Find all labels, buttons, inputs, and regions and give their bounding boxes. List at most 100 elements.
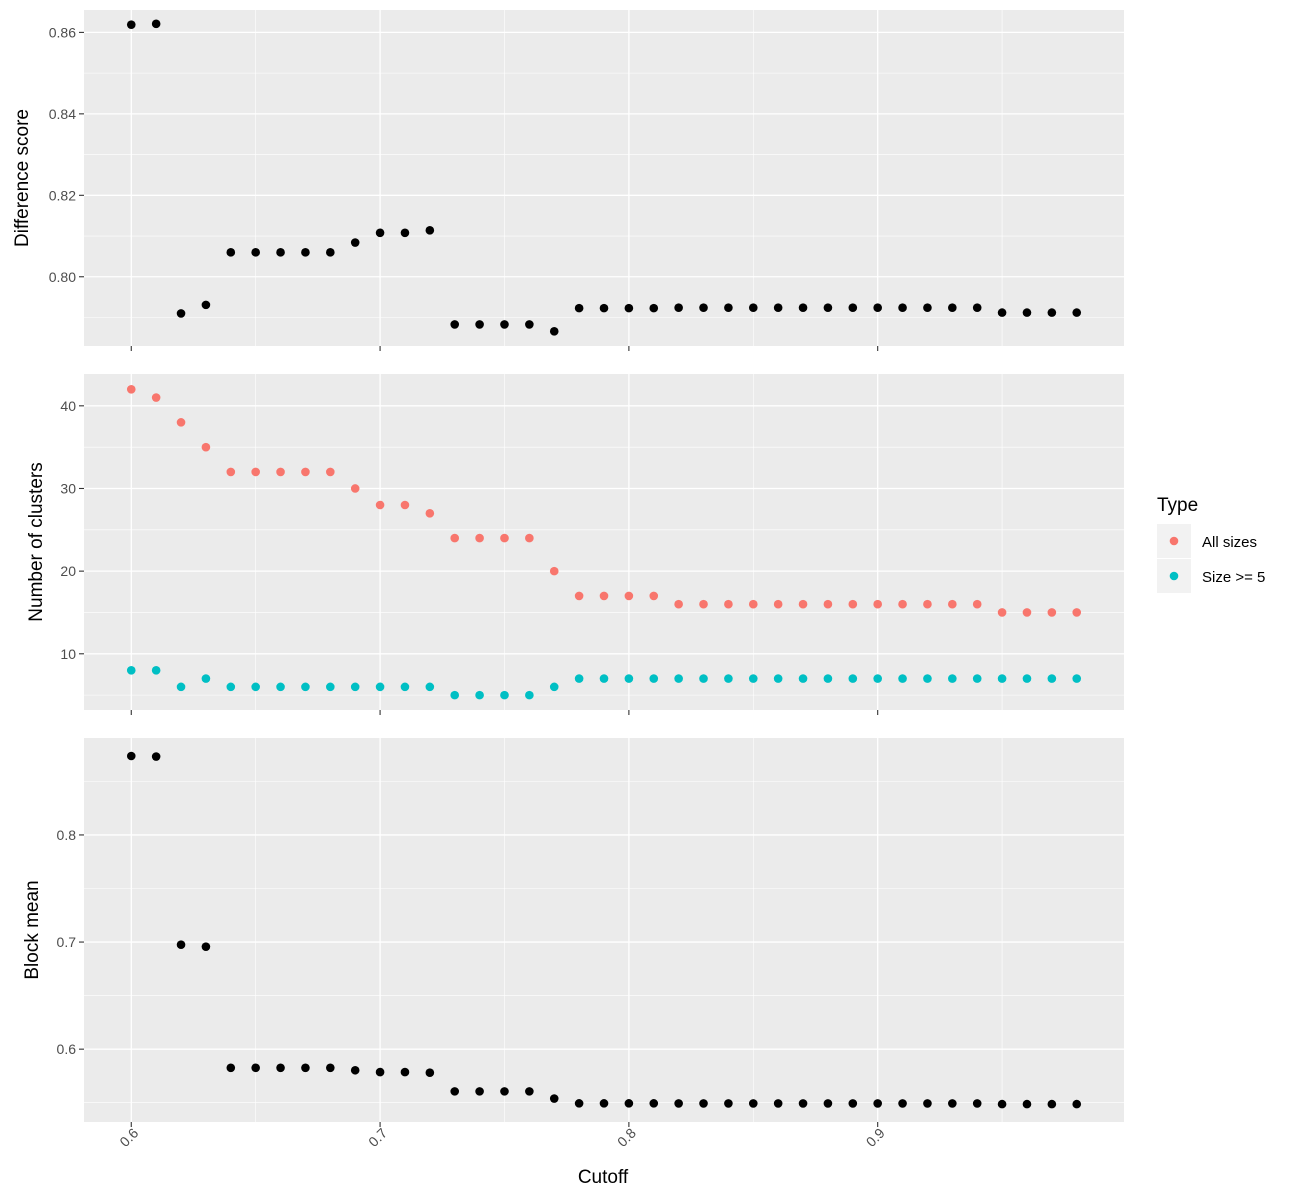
data-point [773, 599, 783, 609]
data-point [823, 1099, 833, 1108]
data-point [375, 228, 385, 238]
data-point [649, 674, 659, 683]
data-point [201, 442, 211, 452]
data-point [972, 674, 982, 683]
data-point [873, 1099, 882, 1108]
y-tick-label: 10 [60, 646, 76, 662]
data-point [898, 674, 907, 683]
data-point [1047, 608, 1057, 617]
data-point [326, 467, 335, 477]
data-point [599, 303, 609, 313]
data-point [798, 674, 808, 683]
data-point [599, 1099, 609, 1108]
data-point [176, 682, 186, 692]
data-point [475, 533, 484, 543]
data-point [823, 599, 833, 609]
data-point [301, 248, 310, 257]
data-point [151, 752, 161, 761]
data-point [748, 599, 758, 609]
data-point [400, 500, 410, 510]
data-point [400, 1067, 410, 1077]
data-point [326, 682, 335, 692]
data-point [201, 674, 211, 683]
data-point [873, 674, 882, 683]
data-point [251, 682, 260, 692]
data-point [823, 303, 833, 313]
data-point [1047, 674, 1057, 683]
data-point [450, 533, 460, 543]
data-point [574, 1099, 584, 1108]
data-point [699, 674, 708, 683]
data-point [1072, 1099, 1082, 1109]
data-point [151, 666, 161, 675]
data-point [798, 1099, 808, 1108]
data-point [773, 303, 783, 313]
data-point [848, 303, 858, 313]
data-point [1022, 608, 1032, 617]
x-tick-label: 0.8 [614, 1125, 639, 1150]
data-point [997, 308, 1007, 317]
data-point [972, 303, 982, 313]
data-point [475, 320, 484, 329]
data-point [251, 467, 260, 477]
data-point [948, 599, 957, 609]
data-point [176, 309, 186, 318]
data-point [1047, 308, 1057, 317]
data-point [1022, 1099, 1032, 1109]
data-point [773, 674, 783, 683]
data-point [525, 320, 534, 329]
data-point [823, 674, 833, 683]
panel-1: 0.80 0.82 0.84 0.86 Difference score [12, 10, 1124, 351]
data-point [724, 1099, 733, 1108]
data-point [898, 1099, 907, 1108]
data-point [624, 303, 634, 313]
data-point [624, 674, 634, 683]
data-point [450, 690, 460, 700]
data-point [126, 384, 136, 394]
data-point [699, 599, 708, 609]
data-point [724, 303, 733, 313]
data-point [1022, 308, 1032, 317]
data-point [375, 1067, 385, 1077]
data-point [425, 1068, 435, 1078]
legend-dot-all-sizes [1169, 536, 1179, 546]
data-point [475, 690, 484, 700]
y-tick-label: 40 [60, 398, 76, 414]
legend: Type All sizes Size >= 5 [1157, 495, 1265, 593]
data-point [997, 608, 1007, 617]
data-point [525, 1087, 534, 1096]
data-point [898, 303, 907, 313]
series-1 [126, 751, 1082, 1109]
data-point [873, 303, 882, 313]
data-point [176, 418, 186, 427]
data-point [549, 566, 559, 576]
data-point [226, 682, 236, 692]
data-point [375, 682, 385, 692]
data-point [400, 228, 410, 238]
data-point [549, 682, 559, 692]
data-point [599, 591, 609, 601]
data-point [375, 500, 385, 510]
data-point [724, 599, 733, 609]
data-point [126, 666, 136, 675]
data-point [1072, 308, 1082, 317]
data-point [574, 674, 584, 683]
data-point [500, 320, 509, 329]
data-point [226, 1063, 236, 1073]
data-point [301, 1063, 310, 1073]
data-point [1072, 674, 1082, 683]
data-point [276, 467, 285, 477]
data-point [649, 591, 659, 601]
series-1 [126, 19, 1082, 336]
data-point [748, 674, 758, 683]
legend-label-all-sizes: All sizes [1202, 534, 1257, 551]
panel-background [84, 374, 1124, 710]
y-tick-label: 20 [60, 563, 76, 579]
data-point [674, 674, 683, 683]
data-point [997, 674, 1007, 683]
legend-dot-size-ge-5 [1169, 571, 1179, 581]
data-point [276, 248, 285, 257]
data-point [948, 1099, 957, 1108]
x-axis-title: Cutoff [578, 1167, 629, 1188]
